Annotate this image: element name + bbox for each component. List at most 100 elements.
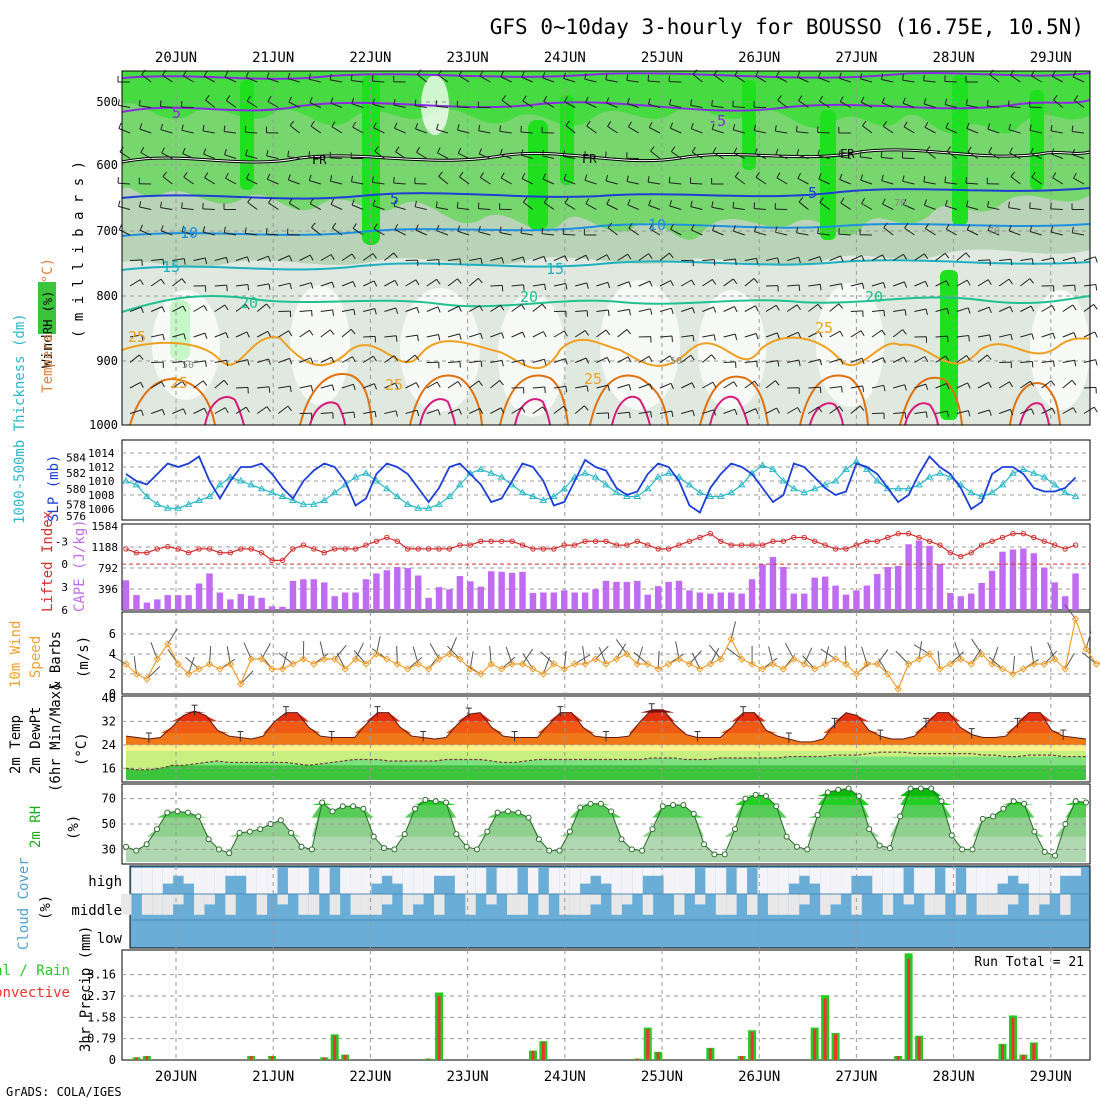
rh2m-point <box>516 810 521 815</box>
cloud-gap-block <box>1071 868 1081 876</box>
thickness-tick-label: 580 <box>66 483 86 496</box>
rh2m-point <box>1073 799 1078 804</box>
rh2m-point <box>144 842 149 847</box>
rh2m-point <box>991 814 996 819</box>
rh2m-point <box>764 794 769 799</box>
rh2m-point <box>908 786 913 791</box>
cloud-gap-block <box>820 894 830 915</box>
rh2m-point <box>361 806 366 811</box>
cape-bar <box>603 581 609 610</box>
wind-barb-shaft <box>596 413 608 414</box>
contour-label: 20 <box>520 288 538 306</box>
cloud-gap-block <box>914 868 924 894</box>
cape-bar <box>697 593 703 611</box>
wind-barb-flag <box>266 228 267 234</box>
cloud-gap-block <box>518 894 528 915</box>
contour-label: 25 <box>170 374 188 392</box>
cape-bar <box>311 579 317 610</box>
wind-barb-flag <box>799 285 800 291</box>
temp-tick-label: 40 <box>102 691 116 705</box>
precip-convective-bar <box>145 1056 148 1060</box>
wind-barb-shaft <box>851 311 863 312</box>
date-label-top: 28JUN <box>933 50 975 66</box>
wind-barb-flag <box>119 224 122 229</box>
wind-barb-flag <box>1030 202 1031 208</box>
cape-bar <box>718 593 724 611</box>
rh2m-point <box>402 832 407 837</box>
rh2m-point <box>247 829 252 834</box>
cape-bar <box>1041 568 1047 610</box>
cape-bar <box>217 593 223 611</box>
cloud-gap-block <box>225 894 235 915</box>
rh2m-point <box>278 818 283 823</box>
contour-label: 5 <box>172 104 181 122</box>
contour-label: 20 <box>240 294 258 312</box>
cape-bar <box>707 594 713 610</box>
wind-barb-flag <box>905 412 906 418</box>
contour-label: 15 <box>546 260 564 278</box>
rh2m-point <box>567 829 572 834</box>
cloud-gap-block <box>351 894 361 915</box>
slp-panel-frame <box>122 440 1090 520</box>
precip-convective-bar <box>542 1042 545 1060</box>
cloud-gap-block <box>622 894 632 904</box>
slp-tick-label: 1010 <box>88 475 115 488</box>
rh2m-point <box>340 804 345 809</box>
cape-bar <box>1072 573 1078 610</box>
rh2m-point <box>784 834 789 839</box>
cape-bar <box>613 582 619 610</box>
contour-label: 25 <box>584 370 602 388</box>
cape-bar <box>467 581 473 610</box>
cloud-gap-block <box>559 894 569 915</box>
date-label-bottom: 24JUN <box>544 1069 586 1085</box>
rh2m-point <box>1022 801 1027 806</box>
cloud-gap-block <box>1008 894 1018 904</box>
rh2m-point <box>320 800 325 805</box>
precip-convective-bar <box>824 998 827 1060</box>
ylabel-cloud-2: (%) <box>38 895 54 920</box>
precip-convective-bar <box>834 1034 837 1060</box>
cloud-gap-block <box>831 868 841 894</box>
cloud-gap-block <box>361 894 371 915</box>
rh2m-point <box>702 842 707 847</box>
wind-tick-label: 6 <box>109 627 116 641</box>
rh2m-point <box>722 852 727 857</box>
rh2m-point <box>867 827 872 832</box>
cloud-gap-block <box>476 868 486 894</box>
ylabel-temp-4: (°C) <box>74 732 90 766</box>
rh2m-point <box>753 792 758 797</box>
rh2m-point <box>299 844 304 849</box>
precip-convective-bar <box>344 1055 347 1060</box>
cape-bar <box>895 566 901 610</box>
ylabel-rh-1: 2m RH <box>28 806 44 848</box>
contour-label: 20 <box>865 288 883 306</box>
precip-panel-frame <box>122 950 1090 1060</box>
cloud-gap-block <box>246 868 256 894</box>
cape-bar <box>571 593 577 611</box>
slp-tick-label: 1012 <box>88 461 115 474</box>
thickness-tick-label: 582 <box>66 467 86 480</box>
wind-barb-shaft <box>1051 209 1063 210</box>
wind-panel-frame <box>122 612 1090 694</box>
pressure-tick-label: 600 <box>96 158 118 172</box>
li-tick-label: 3 <box>61 581 68 594</box>
wind-tick-label: 2 <box>109 667 116 681</box>
date-label-top: 21JUN <box>252 50 294 66</box>
rh2m-point <box>960 847 965 852</box>
pressure-tick-label: 500 <box>96 95 118 109</box>
precip-convective-bar <box>1011 1018 1014 1060</box>
cloud-gap-block <box>413 894 423 904</box>
cape-bar <box>530 593 536 610</box>
cloud-gap-block <box>403 894 413 915</box>
wind-barb-flag <box>1096 285 1097 291</box>
cloud-gap-block <box>549 868 559 894</box>
slp-tick-label: 1014 <box>88 447 115 460</box>
footer-credit: GrADS: COLA/IGES <box>6 1085 122 1099</box>
cape-bar <box>738 594 744 610</box>
wind-tick-label: 4 <box>109 647 116 661</box>
cloud-gap-block <box>163 894 173 915</box>
